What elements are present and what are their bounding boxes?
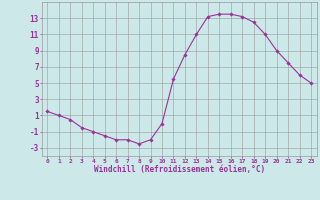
X-axis label: Windchill (Refroidissement éolien,°C): Windchill (Refroidissement éolien,°C) (94, 165, 265, 174)
